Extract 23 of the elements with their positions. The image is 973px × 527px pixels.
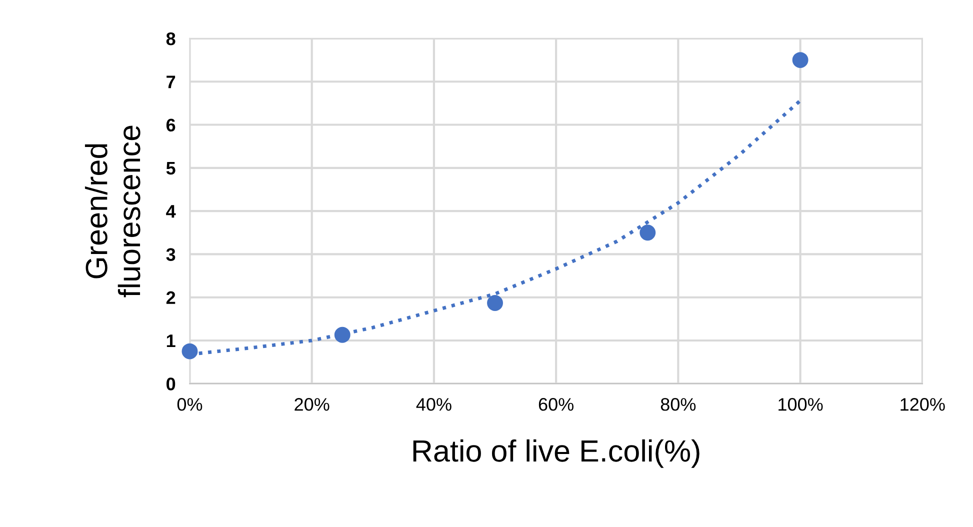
x-tick-label: 40% xyxy=(416,398,452,411)
point xyxy=(334,326,350,343)
x-axis-title: Ratio of live E.coli(%) xyxy=(413,439,700,468)
y-tick-label: 8 xyxy=(166,32,176,46)
y-tick-label: 5 xyxy=(166,162,176,175)
x-tick-label: 60% xyxy=(538,398,574,411)
y-tick-label: 3 xyxy=(166,248,176,261)
y-tick-label: 7 xyxy=(166,76,176,88)
x-tick-label: 20% xyxy=(294,398,330,411)
x-tick-label: 80% xyxy=(660,398,696,411)
x-tick-label: 120% xyxy=(900,398,945,411)
y-tick-label: 2 xyxy=(166,291,176,304)
y-tick-label: 1 xyxy=(166,334,176,348)
point xyxy=(487,294,503,311)
x-tick-label: 0% xyxy=(177,398,202,411)
point xyxy=(792,52,808,68)
y-tick-label: 0 xyxy=(166,378,176,390)
y-tick-label: 4 xyxy=(166,205,176,218)
point xyxy=(182,343,198,360)
x-tick-label: 100% xyxy=(778,398,823,411)
y-tick-label: 6 xyxy=(166,118,176,132)
point xyxy=(640,224,656,241)
y-axis-title: Green/red fluorescence xyxy=(84,126,140,298)
